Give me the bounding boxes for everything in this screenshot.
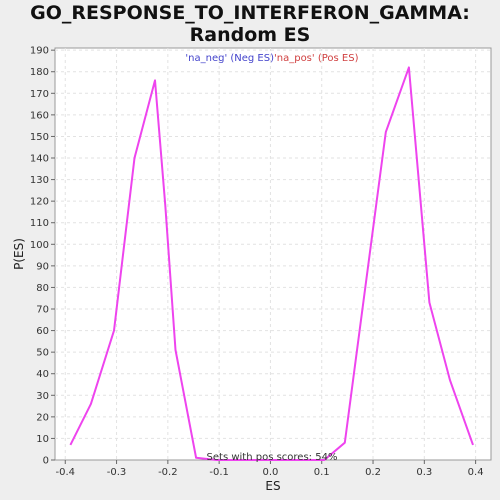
x-tick-label-5: 0.1 bbox=[314, 467, 330, 478]
y-tick-label-17: 170 bbox=[30, 89, 49, 100]
x-tick-label-2: -0.2 bbox=[158, 467, 178, 478]
y-tick-label-14: 140 bbox=[30, 154, 49, 165]
annotation-pos-scores: Sets with pos scores: 54% bbox=[207, 452, 338, 463]
y-tick-label-0: 0 bbox=[43, 456, 49, 467]
y-tick-label-12: 120 bbox=[30, 197, 49, 208]
y-tick-label-18: 180 bbox=[30, 67, 49, 78]
y-tick-label-1: 10 bbox=[36, 434, 49, 445]
y-axis-label: P(ES) bbox=[12, 238, 26, 270]
y-tick-label-16: 160 bbox=[30, 110, 49, 121]
x-tick-label-8: 0.4 bbox=[468, 467, 484, 478]
x-tick-label-4: 0.0 bbox=[262, 467, 278, 478]
legend-pos-label: 'na_pos' (Pos ES) bbox=[274, 53, 359, 64]
chart-title-line-1: GO_RESPONSE_TO_INTERFERON_GAMMA: Random … bbox=[30, 2, 470, 46]
series-layer bbox=[69, 66, 474, 461]
y-tick-label-15: 150 bbox=[30, 132, 49, 143]
y-tick-label-10: 100 bbox=[30, 240, 49, 251]
tick-layer: 0 10 20 30 40 50 60 70 80 90 100 110 120 130 140 150 160… bbox=[30, 46, 484, 478]
y-tick-label-4: 40 bbox=[36, 369, 49, 380]
y-tick-label-11: 110 bbox=[30, 218, 49, 229]
plot-area bbox=[54, 47, 492, 461]
y-tick-label-13: 130 bbox=[30, 175, 49, 186]
x-tick-label-3: -0.1 bbox=[209, 467, 229, 478]
y-tick-label-3: 30 bbox=[36, 391, 49, 402]
y-tick-label-2: 20 bbox=[36, 412, 49, 423]
y-tick-label-8: 80 bbox=[36, 283, 49, 294]
x-axis-label: ES bbox=[265, 479, 280, 493]
y-tick-label-5: 50 bbox=[36, 348, 49, 359]
y-tick-label-7: 70 bbox=[36, 305, 49, 316]
x-tick-label-7: 0.3 bbox=[416, 467, 432, 478]
y-tick-label-19: 190 bbox=[30, 46, 49, 57]
series-line-0 bbox=[69, 66, 474, 461]
x-tick-label-1: -0.3 bbox=[107, 467, 127, 478]
y-tick-label-9: 90 bbox=[36, 261, 49, 272]
y-tick-label-6: 60 bbox=[36, 326, 49, 337]
legend-neg-label: 'na_neg' (Neg ES) bbox=[185, 53, 274, 64]
x-tick-label-0: -0.4 bbox=[56, 467, 76, 478]
x-tick-label-6: 0.2 bbox=[365, 467, 381, 478]
